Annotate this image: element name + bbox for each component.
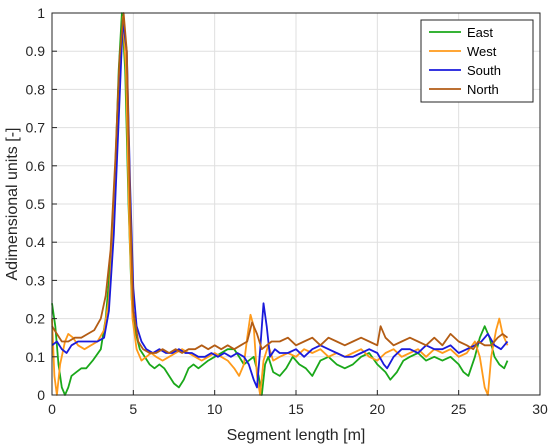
y-tick-label: 0.7 xyxy=(26,120,46,136)
x-tick-label: 20 xyxy=(370,401,386,417)
x-tick-label: 25 xyxy=(451,401,467,417)
y-tick-label: 0.9 xyxy=(26,43,46,59)
x-tick-label: 10 xyxy=(207,401,223,417)
legend-label: North xyxy=(467,82,499,97)
y-tick-label: 0.6 xyxy=(26,158,46,174)
legend: East West South North xyxy=(420,19,534,103)
y-tick-label: 0.2 xyxy=(26,311,46,327)
y-tick-label: 1 xyxy=(37,5,45,21)
y-axis-label: Adimensional units [-] xyxy=(4,128,21,281)
series-line-north xyxy=(51,12,509,354)
y-tick-label: 0.3 xyxy=(26,272,46,288)
x-axis-label: Segment length [m] xyxy=(227,427,366,444)
series-line-south xyxy=(51,19,509,389)
y-tick-label: 0.4 xyxy=(26,234,46,250)
y-tick-label: 0.1 xyxy=(26,349,46,365)
legend-label: East xyxy=(467,25,493,40)
tick-labels: 0 5 10 15 20 25 30 0 0.1 0.2 0.3 0.4 0.5 0.6 0.7 0.8 0.9… xyxy=(26,5,548,417)
x-tick-label: 0 xyxy=(48,401,56,417)
y-tick-label: 0 xyxy=(37,387,45,403)
legend-label: South xyxy=(467,63,501,78)
legend-label: West xyxy=(467,44,497,59)
x-tick-label: 5 xyxy=(129,401,137,417)
y-tick-label: 0.5 xyxy=(26,196,46,212)
x-tick-label: 15 xyxy=(288,401,304,417)
tick-marks xyxy=(51,12,541,396)
y-tick-label: 0.8 xyxy=(26,81,46,97)
x-tick-label: 30 xyxy=(532,401,548,417)
series-layer xyxy=(51,12,509,396)
